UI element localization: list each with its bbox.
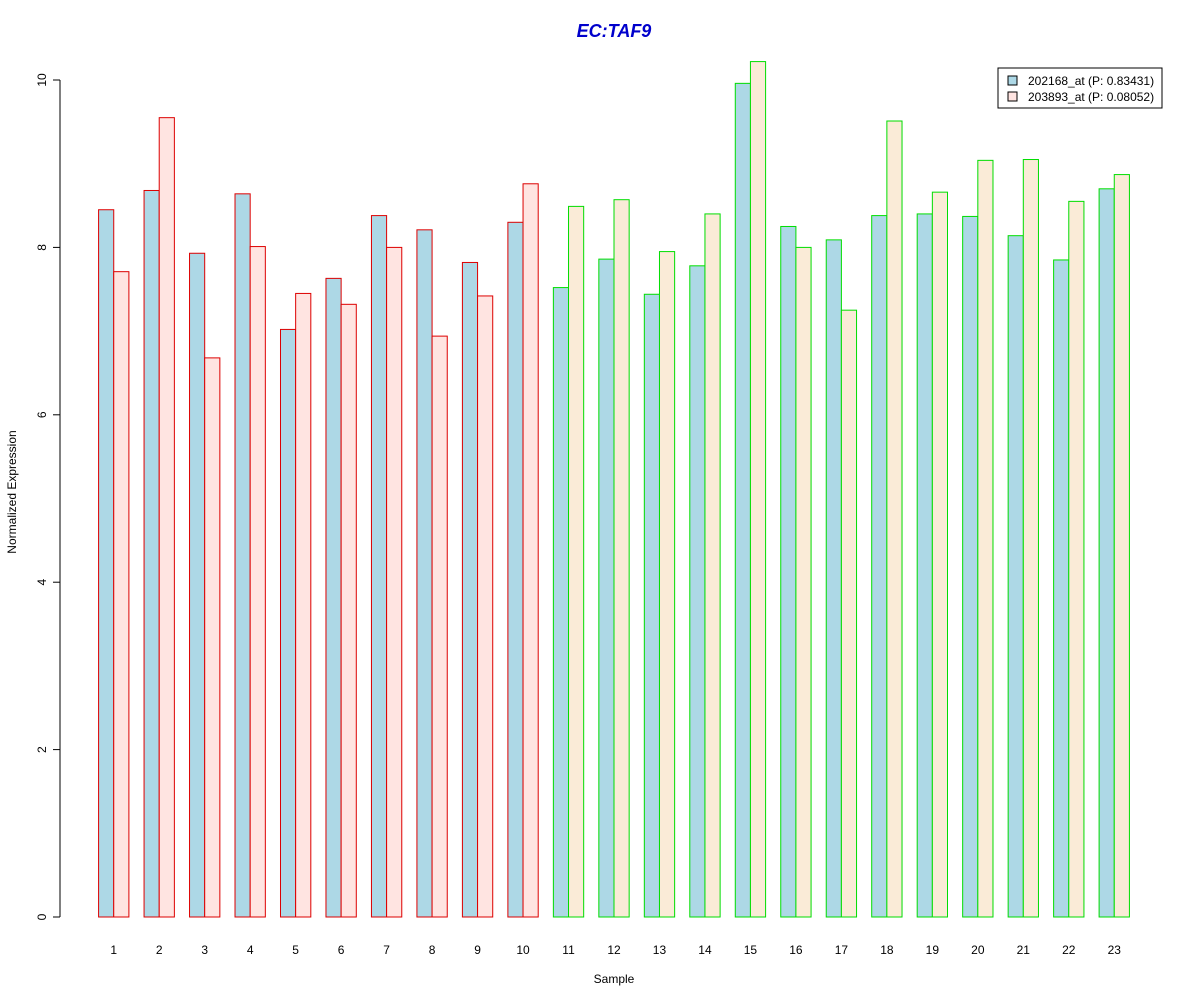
bar-sample-19-series-1 [916,213,933,918]
bars-layer [98,61,1130,918]
bar-sample-9-series-1 [461,261,479,918]
bar-sample-16-series-2 [795,246,812,918]
bar-sample-12-series-1 [598,258,615,918]
bar-sample-6-series-1 [325,277,342,918]
bar-sample-23-series-2 [1113,174,1130,918]
x-tick-label: 6 [338,943,345,957]
x-tick-label: 18 [880,943,894,957]
y-tick-label: 6 [35,411,49,418]
bar-sample-2-series-1 [143,189,160,918]
x-tick-label: 3 [201,943,208,957]
bar-sample-17-series-2 [840,309,858,918]
bar-sample-5-series-1 [279,328,297,918]
x-tick-label: 14 [698,943,712,957]
bar-sample-10-series-2 [522,183,539,918]
bar-sample-23-series-1 [1098,188,1115,918]
bar-sample-20-series-1 [962,215,979,918]
bar-sample-22-series-2 [1068,200,1085,918]
bar-sample-15-series-1 [734,82,751,918]
y-tick-label: 10 [35,73,49,87]
x-tick-label: 16 [789,943,803,957]
x-tick-label: 9 [474,943,481,957]
x-tick-label: 17 [835,943,849,957]
bar-sample-1-series-2 [113,271,130,918]
x-tick-label: 23 [1108,943,1122,957]
x-tick-label: 12 [607,943,621,957]
x-tick-labels: 1 2 3 4 5 6 7 8 9 10 11 12 13 14 15 16 17 18 19 20 21 22 23 [110,943,1121,957]
x-tick-label: 13 [653,943,667,957]
legend-box [997,67,1163,109]
bar-sample-17-series-1 [825,239,842,918]
legend-swatch-203893 [1007,91,1018,102]
bar-sample-5-series-2 [295,292,312,918]
y-tick-label: 8 [35,244,49,251]
y-axis-label: Normalized Expression [5,430,19,553]
bar-sample-3-series-1 [189,252,206,918]
bar-sample-7-series-2 [386,246,403,918]
y-tick-label: 0 [35,913,49,920]
x-tick-label: 5 [292,943,299,957]
x-tick-label: 4 [247,943,254,957]
bar-sample-4-series-2 [249,246,266,918]
bar-sample-7-series-1 [370,215,388,918]
legend-label-202168: 202168_at (P: 0.83431) [1028,74,1154,88]
y-axis: 0 2 4 6 8 10 [35,73,61,920]
y-tick-label: 2 [35,746,49,753]
bar-sample-8-series-2 [431,335,448,918]
bar-sample-4-series-1 [234,193,251,918]
bar-sample-12-series-2 [613,199,630,918]
legend-swatch-202168 [1007,75,1018,86]
chart-title: EC:TAF9 [577,21,652,41]
bar-sample-8-series-1 [416,229,433,918]
bar-sample-1-series-1 [98,209,115,918]
x-tick-label: 2 [156,943,163,957]
x-tick-label: 20 [971,943,985,957]
bar-sample-16-series-1 [780,225,797,918]
bar-sample-9-series-2 [477,295,494,918]
bar-sample-13-series-1 [643,293,660,918]
bar-sample-10-series-1 [507,221,524,918]
bar-sample-11-series-1 [552,287,570,918]
bar-sample-22-series-1 [1053,259,1070,918]
x-axis-label: Sample [594,972,635,986]
bar-sample-20-series-2 [977,159,994,918]
bar-sample-13-series-2 [658,251,676,918]
bar-sample-14-series-1 [689,265,706,918]
y-tick-label: 4 [35,579,49,586]
bar-sample-19-series-2 [931,191,949,918]
bar-sample-2-series-2 [158,117,175,918]
legend-label-203893: 203893_at (P: 0.08052) [1028,90,1154,104]
bar-sample-18-series-1 [871,215,888,918]
x-tick-label: 21 [1017,943,1031,957]
legend: 202168_at (P: 0.83431) 203893_at (P: 0.0… [997,67,1163,109]
x-tick-label: 1 [110,943,117,957]
x-tick-label: 8 [429,943,436,957]
bar-sample-18-series-2 [886,120,903,918]
x-tick-label: 7 [383,943,390,957]
bar-sample-21-series-2 [1022,159,1039,918]
x-tick-label: 11 [562,943,575,957]
bar-sample-21-series-1 [1007,235,1024,918]
bar-sample-14-series-2 [704,213,721,918]
x-tick-label: 10 [516,943,530,957]
bar-sample-11-series-2 [568,205,585,918]
x-tick-label: 15 [744,943,758,957]
x-tick-label: 19 [926,943,940,957]
x-tick-label: 22 [1062,943,1076,957]
bar-sample-15-series-2 [749,61,767,918]
bar-sample-6-series-2 [340,303,357,918]
bar-sample-3-series-2 [204,357,221,918]
